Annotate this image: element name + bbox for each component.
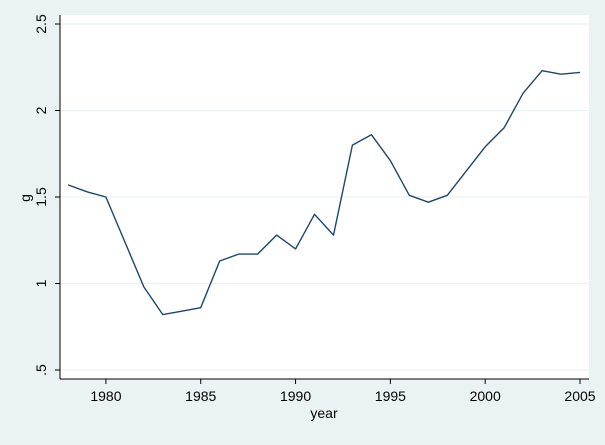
x-tick-label: 1980 <box>90 388 121 404</box>
x-tick-label: 1990 <box>280 388 311 404</box>
x-tick-label: 1995 <box>375 388 406 404</box>
y-tick-label: .5 <box>33 364 49 376</box>
x-tick-label: 2000 <box>470 388 501 404</box>
y-tick-label: 1 <box>33 279 49 287</box>
x-tick-label: 1985 <box>185 388 216 404</box>
y-tick-label: 2 <box>33 106 49 114</box>
y-axis-label: g <box>17 194 33 202</box>
series-line <box>67 69 581 316</box>
y-tick-label: 2.5 <box>33 14 49 34</box>
x-tick-label: 2005 <box>564 388 595 404</box>
x-axis-label: year <box>310 405 338 421</box>
y-tick-label: 1.5 <box>33 187 49 207</box>
